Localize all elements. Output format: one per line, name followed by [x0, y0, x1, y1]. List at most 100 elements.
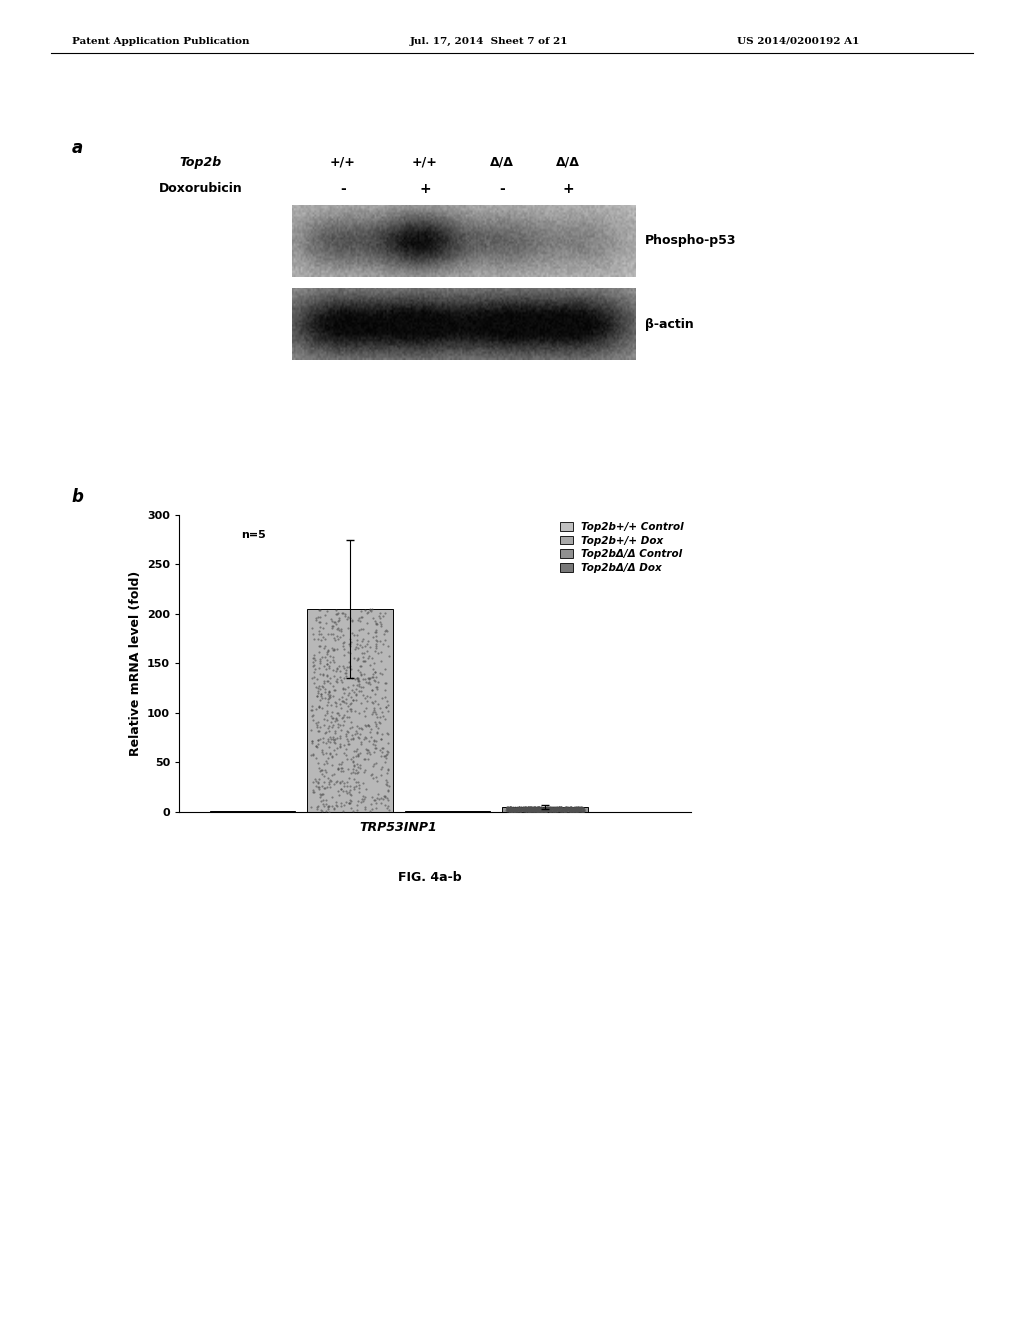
Point — [508, 799, 524, 820]
Point — [336, 631, 352, 652]
Point — [555, 799, 571, 820]
Point — [311, 611, 328, 632]
Point — [524, 799, 541, 820]
Point — [567, 801, 584, 822]
Point — [340, 733, 356, 754]
Point — [544, 797, 560, 818]
Point — [543, 799, 559, 820]
Point — [318, 752, 335, 774]
Point — [379, 620, 395, 642]
Point — [564, 799, 581, 820]
Point — [336, 710, 352, 731]
Point — [359, 685, 376, 706]
Point — [565, 801, 582, 822]
Point — [342, 642, 358, 663]
Point — [380, 789, 396, 810]
Point — [323, 623, 339, 644]
Point — [534, 797, 550, 818]
Point — [567, 799, 584, 820]
Point — [546, 797, 562, 818]
Point — [570, 797, 587, 818]
Point — [353, 692, 370, 713]
Point — [547, 800, 563, 821]
Point — [505, 797, 521, 818]
Point — [506, 800, 522, 821]
Point — [538, 796, 554, 817]
Point — [572, 797, 589, 818]
Point — [504, 797, 520, 818]
Point — [562, 801, 579, 822]
Point — [571, 799, 588, 820]
Point — [317, 659, 334, 680]
Point — [520, 799, 537, 820]
Point — [561, 799, 578, 820]
Point — [510, 799, 526, 820]
Point — [507, 800, 523, 821]
Point — [322, 685, 338, 706]
Point — [378, 697, 394, 718]
Point — [322, 688, 338, 709]
Point — [527, 799, 544, 820]
Point — [562, 796, 579, 817]
Point — [333, 619, 349, 640]
Point — [357, 688, 374, 709]
Point — [348, 667, 365, 688]
Point — [329, 795, 345, 816]
Point — [503, 799, 519, 820]
Point — [563, 799, 580, 820]
Point — [373, 764, 389, 785]
Point — [515, 799, 531, 820]
Point — [518, 799, 535, 820]
Point — [535, 801, 551, 822]
Point — [306, 628, 323, 649]
Point — [501, 799, 517, 820]
Point — [335, 760, 351, 781]
Point — [321, 797, 337, 818]
Point — [333, 698, 349, 719]
Point — [530, 797, 547, 818]
Point — [359, 714, 376, 735]
Point — [575, 799, 592, 820]
Point — [369, 722, 385, 743]
Point — [324, 796, 340, 817]
Point — [535, 799, 551, 820]
Point — [560, 796, 577, 817]
Point — [329, 771, 345, 792]
Point — [550, 799, 566, 820]
Point — [360, 739, 377, 760]
Point — [530, 797, 547, 818]
Point — [502, 797, 518, 818]
Point — [344, 668, 360, 689]
Point — [572, 797, 589, 818]
Point — [322, 667, 338, 688]
Point — [366, 730, 382, 751]
Point — [523, 801, 540, 822]
Point — [574, 800, 591, 821]
Point — [341, 792, 357, 813]
Point — [338, 776, 354, 797]
Point — [548, 799, 564, 820]
Point — [338, 665, 354, 686]
Point — [379, 741, 395, 762]
Point — [345, 727, 361, 748]
Point — [546, 800, 562, 821]
Point — [510, 799, 526, 820]
Point — [564, 797, 581, 818]
Point — [310, 729, 327, 750]
Point — [364, 799, 380, 820]
Point — [525, 797, 542, 818]
Point — [317, 733, 334, 754]
Point — [321, 717, 337, 738]
Point — [546, 801, 562, 822]
Point — [337, 678, 353, 700]
Point — [536, 797, 552, 818]
Point — [369, 676, 385, 697]
Point — [568, 799, 585, 820]
Point — [331, 689, 347, 710]
Point — [568, 797, 585, 818]
Point — [562, 800, 579, 821]
Point — [303, 733, 319, 754]
Point — [518, 797, 535, 818]
Point — [327, 731, 343, 752]
Point — [552, 801, 568, 822]
